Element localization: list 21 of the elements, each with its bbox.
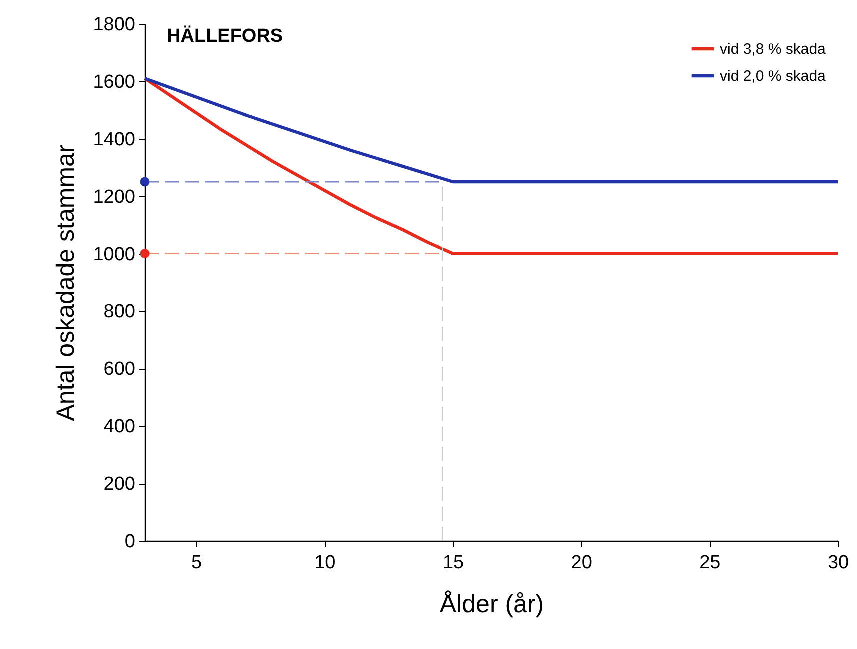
x-tick-label: 25 xyxy=(700,552,721,574)
y-tick-label: 1000 xyxy=(93,244,136,266)
chart-title: HÄLLEFORS xyxy=(167,25,284,47)
y-tick-label: 1800 xyxy=(93,14,136,36)
y-tick-label: 600 xyxy=(104,359,136,380)
y-tick-label: 1600 xyxy=(93,72,136,93)
x-tick-label: 10 xyxy=(314,552,336,574)
x-tick-label: 5 xyxy=(192,552,202,574)
y-tick-label: 1400 xyxy=(93,129,136,150)
x-tick-label: 30 xyxy=(828,552,850,574)
y-tick-label: 400 xyxy=(104,416,136,438)
legend-label: vid 2,0 % skada xyxy=(720,68,827,85)
x-tick-label: 20 xyxy=(571,552,592,574)
y-tick-label: 0 xyxy=(124,532,136,552)
x-tick-label: 15 xyxy=(442,552,464,574)
y-axis-title: Antal oskadade stammar xyxy=(52,144,80,422)
legend-label: vid 3,8 % skada xyxy=(720,41,827,58)
y-tick-label: 200 xyxy=(104,474,136,496)
y-tick-label: 800 xyxy=(104,302,136,323)
x-axis-title: Ålder (år) xyxy=(440,590,544,618)
y-tick-label: 1200 xyxy=(93,186,136,208)
